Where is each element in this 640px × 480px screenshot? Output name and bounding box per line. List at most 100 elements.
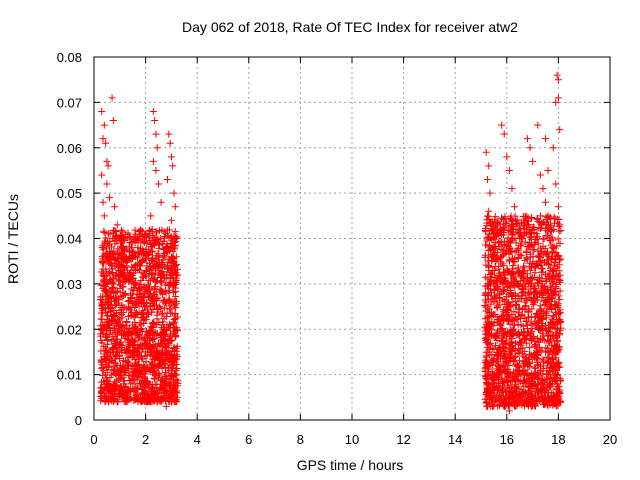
data-point [500, 286, 508, 294]
x-tick-label: 18 [551, 432, 565, 447]
data-point [167, 330, 175, 338]
data-point [481, 253, 489, 261]
data-point [535, 324, 543, 332]
data-point [147, 303, 155, 311]
data-point [128, 321, 136, 329]
data-point [160, 389, 168, 397]
data-point [143, 310, 151, 318]
data-point [491, 310, 499, 318]
data-point [129, 264, 137, 272]
data-point [157, 286, 165, 294]
data-point [120, 247, 128, 255]
data-point [99, 277, 107, 285]
data-point [500, 223, 508, 231]
data-point [171, 358, 179, 366]
data-point [101, 397, 109, 405]
data-point [123, 318, 131, 326]
data-point [170, 238, 178, 246]
data-point [115, 249, 123, 257]
data-point [166, 393, 174, 401]
x-tick-label: 0 [90, 432, 97, 447]
data-point [532, 400, 540, 408]
data-point [133, 349, 141, 357]
data-point [508, 216, 516, 224]
data-point [156, 330, 164, 338]
data-point [157, 324, 165, 332]
data-point [160, 297, 168, 305]
data-point [150, 374, 158, 382]
data-point [108, 366, 116, 374]
data-point [103, 315, 111, 323]
data-point [530, 352, 538, 360]
data-point [491, 216, 499, 224]
data-point [530, 353, 538, 361]
data-point [543, 344, 551, 352]
data-point [118, 243, 126, 251]
data-point [524, 329, 532, 337]
data-point [166, 384, 174, 392]
data-point [545, 261, 553, 269]
data-point [107, 385, 115, 393]
data-point [109, 279, 117, 287]
data-point [556, 398, 564, 406]
data-point [135, 361, 143, 369]
data-point [100, 121, 108, 129]
data-point [144, 281, 152, 289]
data-point [518, 270, 526, 278]
data-point [490, 377, 498, 385]
data-point [545, 293, 553, 301]
data-point [98, 339, 106, 347]
data-point [123, 335, 131, 343]
data-point [484, 212, 492, 220]
data-point [163, 248, 171, 256]
data-point [484, 348, 492, 356]
data-point [170, 330, 178, 338]
data-point [540, 282, 548, 290]
data-point [153, 144, 161, 152]
data-point [146, 349, 154, 357]
data-point [110, 393, 118, 401]
data-point [529, 392, 537, 400]
data-point [489, 402, 497, 410]
data-point [117, 323, 125, 331]
data-point [102, 374, 110, 382]
data-point [516, 378, 524, 386]
data-point [171, 228, 179, 236]
data-point [119, 357, 127, 365]
data-point [489, 361, 497, 369]
data-point [137, 290, 145, 298]
data-point [556, 374, 564, 382]
data-point [121, 366, 129, 374]
data-point [141, 384, 149, 392]
data-point [495, 242, 503, 250]
data-point [526, 259, 534, 267]
data-point [173, 271, 181, 279]
data-point [134, 235, 142, 243]
data-point [499, 224, 507, 232]
data-point [549, 279, 557, 287]
data-point [162, 354, 170, 362]
data-point [120, 262, 128, 270]
data-point [535, 343, 543, 351]
data-point [545, 221, 553, 229]
data-point [524, 307, 532, 315]
data-point [158, 364, 166, 372]
data-point [531, 396, 539, 404]
data-point [492, 384, 500, 392]
data-point [163, 270, 171, 278]
data-point [106, 230, 114, 238]
data-point [97, 293, 105, 301]
data-point [550, 332, 558, 340]
data-point [160, 304, 168, 312]
data-point [516, 251, 524, 259]
data-point [509, 262, 517, 270]
data-point [549, 144, 557, 152]
data-point [105, 194, 113, 202]
data-point [539, 185, 547, 193]
data-point [153, 229, 161, 237]
data-point [555, 267, 563, 275]
data-point [161, 372, 169, 380]
data-point [552, 365, 560, 373]
data-point [488, 368, 496, 376]
data-point [165, 367, 173, 375]
